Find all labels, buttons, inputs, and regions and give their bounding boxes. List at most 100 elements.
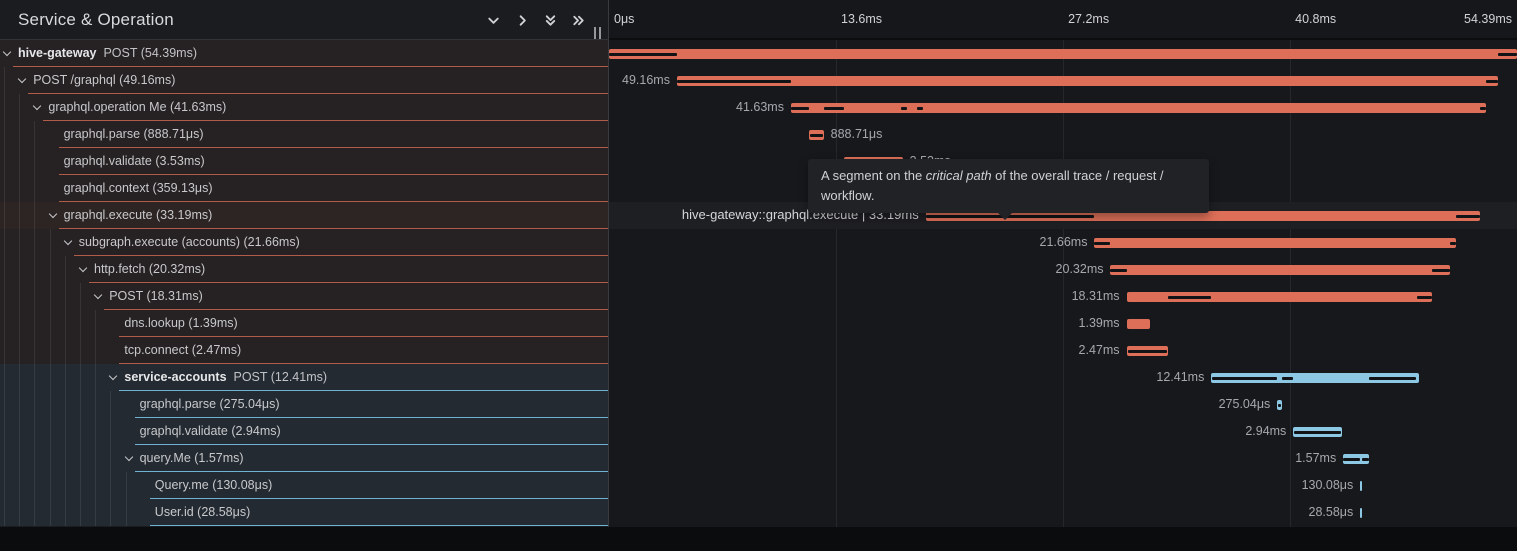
critical-path-segment[interactable]	[790, 106, 809, 110]
critical-path-segment[interactable]	[1281, 376, 1294, 380]
span-row-label[interactable]: graphql.parse (275.04μs)	[0, 391, 608, 418]
timeline-row[interactable]: 2.94ms	[609, 418, 1517, 445]
critical-path-segment[interactable]	[676, 79, 791, 83]
span-row-label[interactable]: tcp.connect (2.47ms)	[0, 337, 608, 364]
tree-indent-guide	[34, 391, 36, 418]
span-bar[interactable]	[609, 49, 1517, 59]
critical-path-segment[interactable]	[901, 106, 908, 110]
timeline-row[interactable]: 1.57ms	[609, 445, 1517, 472]
row-underline	[149, 524, 608, 526]
critical-path-segment[interactable]	[1369, 376, 1417, 380]
span-bar[interactable]	[676, 76, 1498, 86]
timeline-row[interactable]: 18.31ms	[609, 283, 1517, 310]
critical-path-segment[interactable]	[1167, 295, 1212, 299]
span-row-label[interactable]: POST /graphql (49.16ms)	[0, 67, 608, 94]
span-row-label[interactable]: query.Me (1.57ms)	[0, 445, 608, 472]
axis-tick-label: 27.2ms	[1068, 12, 1110, 26]
chevron-right-icon[interactable]	[515, 13, 530, 28]
critical-path-segment[interactable]	[1110, 268, 1127, 272]
timeline-row[interactable]: 21.66ms	[609, 229, 1517, 256]
critical-path-segment[interactable]	[609, 52, 677, 56]
critical-path-segment[interactable]	[1294, 430, 1342, 434]
timeline-row[interactable]: 20.32ms	[609, 256, 1517, 283]
expand-chevron-icon[interactable]	[109, 371, 118, 381]
span-row-label[interactable]: hive-gateway POST (54.39ms)	[0, 40, 608, 67]
span-bar[interactable]	[1211, 373, 1419, 383]
critical-path-segment[interactable]	[1212, 376, 1278, 380]
span-row-label[interactable]: graphql.parse (888.71μs)	[0, 121, 608, 148]
span-row-label[interactable]: graphql.validate (2.94ms)	[0, 418, 608, 445]
span-row-label[interactable]: service-accounts POST (12.41ms)	[0, 364, 608, 391]
timeline-row[interactable]: 1.39ms	[609, 310, 1517, 337]
critical-path-segment[interactable]	[1479, 106, 1486, 110]
timeline-row[interactable]: 12.41ms	[609, 364, 1517, 391]
span-row-label[interactable]: subgraph.execute (accounts) (21.66ms)	[0, 229, 608, 256]
timeline-row[interactable]: 275.04μs	[609, 391, 1517, 418]
tree-indent-guide	[34, 310, 36, 337]
panel-resize-handle[interactable]	[594, 27, 603, 40]
expand-chevron-icon[interactable]	[17, 74, 27, 84]
critical-path-segment[interactable]	[1417, 295, 1433, 299]
row-underline	[43, 119, 608, 121]
tree-indent-guide	[95, 310, 97, 337]
span-row-label[interactable]: graphql.execute (33.19ms)	[0, 202, 608, 229]
span-name: tcp.connect (2.47ms)	[124, 343, 242, 357]
span-name: POST (18.31ms)	[109, 289, 203, 303]
timeline-row[interactable]: 49.16ms	[609, 67, 1517, 94]
tree-indent-guide	[4, 256, 5, 283]
span-duration-label: 2.47ms	[1078, 343, 1120, 357]
timeline-row[interactable]: 2.47ms	[609, 337, 1517, 364]
timeline-row[interactable]: 130.08μs	[609, 472, 1517, 499]
span-row-label[interactable]: POST (18.31ms)	[0, 283, 608, 310]
tree-indent-guide	[34, 445, 36, 472]
span-bar[interactable]	[1094, 238, 1457, 248]
row-underline	[28, 92, 608, 94]
critical-path-segment[interactable]	[1485, 79, 1498, 83]
span-bar[interactable]	[1360, 481, 1363, 491]
critical-path-segment[interactable]	[823, 106, 844, 110]
expand-chevron-icon[interactable]	[124, 452, 133, 462]
span-row-label[interactable]: http.fetch (20.32ms)	[0, 256, 608, 283]
chevron-down-icon[interactable]	[486, 13, 501, 28]
span-row-label[interactable]: graphql.operation Me (41.63ms)	[0, 94, 608, 121]
tree-indent-guide	[19, 472, 21, 499]
tree-indent-guide	[80, 310, 81, 337]
critical-path-segment[interactable]	[1127, 349, 1167, 353]
span-bar[interactable]	[1110, 265, 1450, 275]
span-bar[interactable]	[1126, 292, 1433, 302]
expand-chevron-icon[interactable]	[78, 263, 88, 273]
span-row-label[interactable]: User.id (28.58μs)	[0, 499, 608, 526]
span-row-label[interactable]: dns.lookup (1.39ms)	[0, 310, 608, 337]
critical-path-segment[interactable]	[1278, 403, 1281, 407]
span-bar[interactable]	[925, 211, 1480, 221]
expand-chevron-icon[interactable]	[63, 236, 73, 246]
span-row-label[interactable]: graphql.context (359.13μs)	[0, 175, 608, 202]
span-row-label[interactable]: graphql.validate (3.53ms)	[0, 148, 608, 175]
timeline-row[interactable]: 28.58μs	[609, 499, 1517, 526]
chevrons-down-icon[interactable]	[543, 13, 558, 28]
critical-path-segment[interactable]	[1449, 241, 1457, 245]
critical-path-segment[interactable]	[809, 133, 823, 137]
critical-path-segment[interactable]	[1497, 52, 1517, 56]
critical-path-segment[interactable]	[1432, 268, 1450, 272]
critical-path-segment[interactable]	[1094, 241, 1111, 245]
timeline-row[interactable]: 41.63ms	[609, 94, 1517, 121]
span-row-label[interactable]: Query.me (130.08μs)	[0, 472, 608, 499]
expand-chevron-icon[interactable]	[2, 47, 12, 57]
span-bar[interactable]	[1360, 508, 1362, 518]
expand-chevron-icon[interactable]	[93, 290, 103, 300]
span-bar[interactable]	[1126, 319, 1150, 329]
timeline-row[interactable]	[609, 40, 1517, 67]
expand-chevron-icon[interactable]	[33, 101, 42, 111]
expand-chevron-icon[interactable]	[48, 209, 57, 219]
tree-indent-guide	[80, 283, 81, 310]
span-duration-label: 130.08μs	[1301, 478, 1354, 492]
critical-path-segment[interactable]	[1362, 457, 1370, 461]
critical-path-segment[interactable]	[916, 106, 923, 110]
critical-path-segment[interactable]	[1343, 457, 1361, 461]
span-name: graphql.validate (3.53ms)	[63, 154, 205, 168]
critical-path-segment[interactable]	[1456, 214, 1480, 218]
chevrons-right-icon[interactable]	[571, 13, 586, 28]
span-bar[interactable]	[790, 103, 1486, 113]
timeline-row[interactable]: 888.71μs	[609, 121, 1517, 148]
